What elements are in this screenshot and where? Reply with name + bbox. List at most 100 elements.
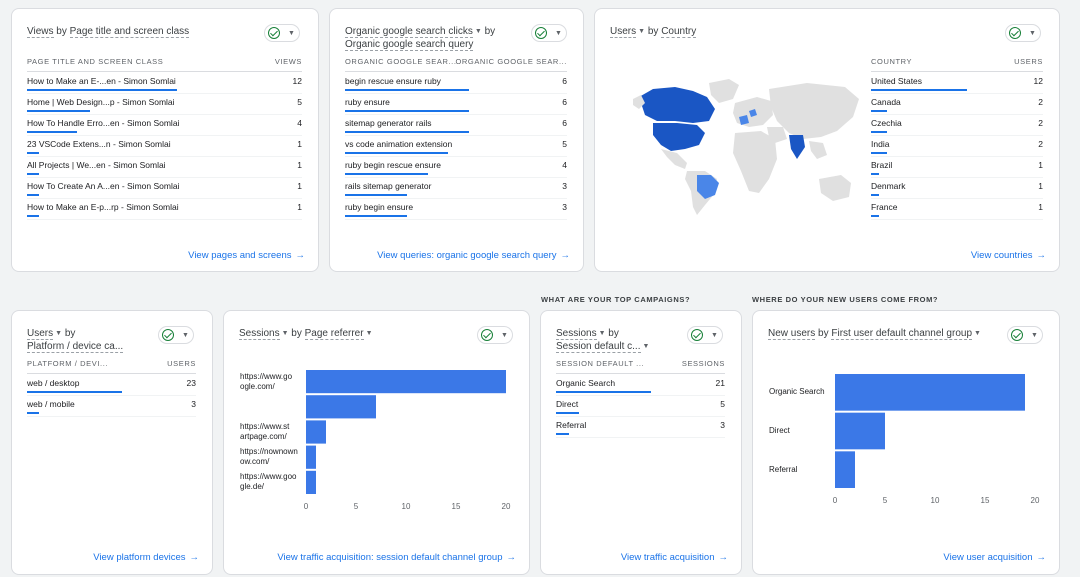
chevron-down-icon: ▼ [711,331,718,339]
table-row[interactable]: sitemap generator rails 6 [345,115,567,136]
dimension-label[interactable]: Page title and screen class [69,26,190,38]
table-row[interactable]: Referral 3 [556,417,725,438]
card-title[interactable]: New users by First user default channel … [768,327,981,340]
card-title[interactable]: Sessions ▼ by Session default c... ▼ [556,327,686,353]
table-row[interactable]: Denmark 1 [871,178,1043,199]
dimension-label[interactable]: Page referrer [304,328,364,340]
table-row[interactable]: United States 12 [871,73,1043,94]
table-row[interactable]: India 2 [871,136,1043,157]
row-proportion-bar [871,173,879,175]
arrow-right-icon: → [506,552,517,563]
compare-toggle[interactable]: ▼ [158,326,194,344]
table-row[interactable]: web / mobile 3 [27,396,196,417]
chart-bar[interactable] [835,412,885,450]
chart-category-label-line: ogle.com/ [240,381,275,391]
metric-label[interactable]: Views [27,26,54,38]
row-label: Czechia [871,118,902,128]
view-traffic-acquisition-channel-link[interactable]: View traffic acquisition: session defaul… [277,552,516,563]
table-row[interactable]: Direct 5 [556,396,725,417]
table-row[interactable]: ruby begin ensure 3 [345,199,567,220]
table-row[interactable]: All Projects | We...en - Simon Somlai 1 [27,157,302,178]
table-row[interactable]: rails sitemap generator 3 [345,178,567,199]
table-row[interactable]: Home | Web Design...p - Simon Somlai 5 [27,94,302,115]
chart-category-label-line: Organic Search [769,387,825,397]
chart-bar[interactable] [306,370,506,394]
view-traffic-acquisition-link[interactable]: View traffic acquisition → [621,552,728,563]
metric-label[interactable]: Users [610,26,637,38]
by-label: by [608,328,619,339]
compare-toggle[interactable]: ▼ [477,326,513,344]
dimension-label[interactable]: Country [661,26,697,38]
card-sessions-by-referrer: Sessions ▼ by Page referrer ▼ ▼ https://ww… [223,310,530,575]
axis-tick-label: 5 [354,502,359,511]
table-row[interactable]: How To Handle Erro...en - Simon Somlai 4 [27,115,302,136]
compare-toggle[interactable]: ▼ [1005,24,1041,42]
compare-toggle[interactable]: ▼ [531,24,567,42]
map-region-alaska [633,95,645,109]
card-title[interactable]: Organic google search clicks ▼ by Organic… [345,25,520,51]
map-region-australia [819,175,851,201]
dimension-label[interactable]: Session default c... [556,341,641,353]
table-row[interactable]: vs code animation extension 5 [345,136,567,157]
row-label: Home | Web Design...p - Simon Somlai [27,97,175,107]
chart-category-label-line: artpage.com/ [240,432,287,441]
chart-bar[interactable] [306,445,316,469]
table-row[interactable]: 23 VSCode Extens...n - Simon Somlai 1 [27,136,302,157]
table-row[interactable]: Brazil 1 [871,157,1043,178]
check-circle-icon [162,329,174,341]
dimension-label[interactable]: Organic google search query [345,39,474,51]
row-proportion-bar [871,215,879,217]
compare-toggle[interactable]: ▼ [264,24,300,42]
chart-category-label: https://www.go ogle.com/ [240,372,292,392]
view-user-acquisition-link[interactable]: View user acquisition → [943,552,1046,563]
metric-label[interactable]: Organic google search clicks [345,26,473,38]
metric-label[interactable]: Sessions [239,328,280,340]
table-row[interactable]: Canada 2 [871,94,1043,115]
table-row[interactable]: France 1 [871,199,1043,220]
chevron-down-icon: ▼ [288,29,295,37]
chart-bar[interactable] [306,395,376,419]
card-title[interactable]: Views by Page title and screen class [27,25,190,38]
table-row[interactable]: How To Create An A...en - Simon Somlai 1 [27,178,302,199]
metric-label[interactable]: Sessions [556,328,597,340]
view-platform-devices-link[interactable]: View platform devices → [93,552,199,563]
metric-label[interactable]: New users [768,328,816,340]
by-label: by [56,26,67,37]
view-countries-link[interactable]: View countries → [971,250,1046,261]
row-proportion-bar [345,152,449,154]
card-title[interactable]: Sessions ▼ by Page referrer ▼ [239,327,373,340]
world-map[interactable] [631,75,861,220]
chart-bar[interactable] [835,374,1025,411]
link-label: View platform devices [93,552,186,563]
check-circle-icon [1009,27,1021,39]
column-header-value: USERS [167,359,196,368]
header-divider [556,373,725,374]
table-row[interactable]: web / desktop 23 [27,375,196,396]
card-title[interactable]: Users ▼ by Country [610,25,697,38]
metric-label[interactable]: Users [27,328,54,340]
card-title[interactable]: Users ▼ by Platform / device ca... [27,327,157,353]
row-proportion-bar [871,194,879,196]
compare-toggle[interactable]: ▼ [1007,326,1043,344]
table-row[interactable]: ruby ensure 6 [345,94,567,115]
dimension-label[interactable]: First user default channel group [831,328,973,340]
table-row[interactable]: begin rescue ensure ruby 6 [345,73,567,94]
chart-bar[interactable] [835,451,855,488]
table-row[interactable]: How to Make an E-p...rp - Simon Somlai 1 [27,199,302,220]
chart-bar[interactable] [306,470,316,494]
dimension-label[interactable]: Platform / device ca... [27,341,124,353]
row-label: How to Make an E-p...rp - Simon Somlai [27,202,179,212]
table-row[interactable]: Organic Search 21 [556,375,725,396]
chart-bar[interactable] [306,420,326,444]
card-organic-search: Organic google search clicks ▼ by Organic… [329,8,584,272]
row-proportion-bar [556,391,651,393]
compare-toggle[interactable]: ▼ [687,326,723,344]
table-row[interactable]: Czechia 2 [871,115,1043,136]
view-pages-link[interactable]: View pages and screens → [188,250,305,261]
table-row[interactable]: How to Make an E-...en - Simon Somlai 12 [27,73,302,94]
check-circle-icon [691,329,703,341]
chart-category-label-line: https://www.go [240,371,293,381]
view-queries-link[interactable]: View queries: organic google search quer… [377,250,570,261]
table-row[interactable]: ruby begin rescue ensure 4 [345,157,567,178]
axis-tick-label: 0 [833,496,838,505]
